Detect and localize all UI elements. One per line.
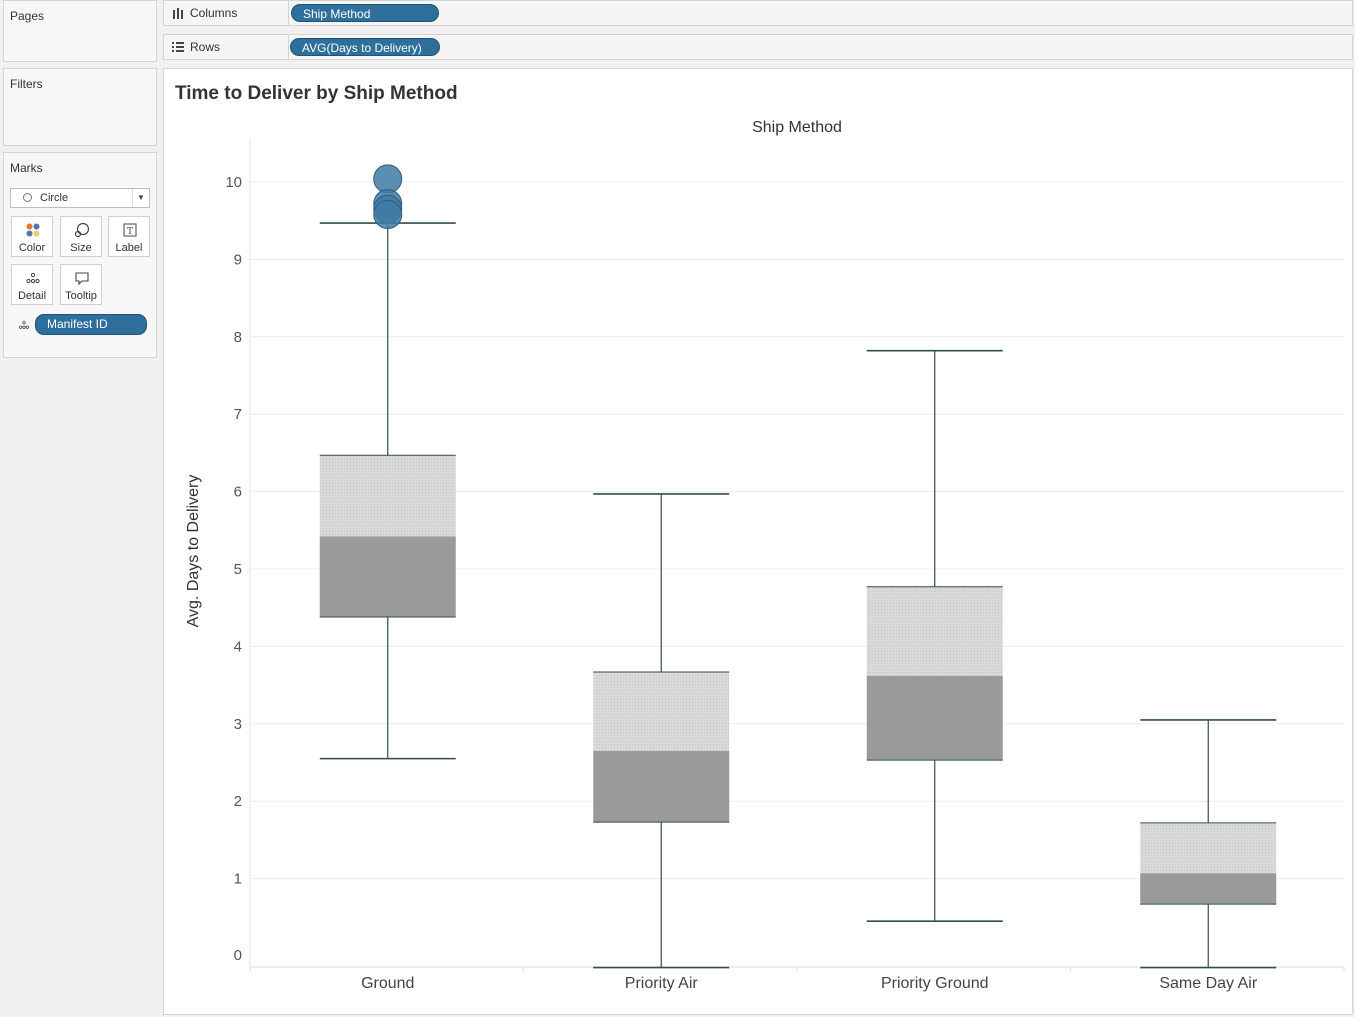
tooltip-button-label: Tooltip (65, 290, 97, 302)
filters-card[interactable]: Filters (3, 68, 157, 146)
color-button[interactable]: Color (11, 216, 53, 257)
detail-icon (26, 272, 40, 284)
column-header: Ship Method (752, 119, 842, 136)
y-tick-label: 3 (234, 716, 242, 733)
y-tick-label: 4 (234, 638, 242, 655)
outlier-point (373, 164, 403, 194)
box-upper-half (593, 671, 730, 751)
outlier-point (373, 200, 403, 230)
y-tick-label: 1 (234, 871, 242, 888)
tooltip-button[interactable]: Tooltip (60, 264, 102, 305)
columns-icon (173, 8, 183, 19)
pages-label: Pages (10, 9, 45, 23)
color-icon (26, 223, 40, 237)
visualization-pane: Time to Deliver by Ship Method 0 1 2 3 4 5 6 7 8… (163, 68, 1353, 1015)
size-button-label: Size (70, 242, 92, 254)
y-tick-label: 10 (225, 174, 242, 191)
text-label-icon: T (123, 223, 137, 237)
tooltip-icon (75, 272, 89, 286)
box-plot-chart: 0 1 2 3 4 5 6 7 8 9 10 Ship Method Avg. Days to Deli… (185, 119, 1345, 992)
x-category-label: Same Day Air (1159, 975, 1257, 992)
y-tick-label: 7 (234, 406, 242, 423)
svg-text:T: T (127, 227, 133, 237)
y-tick-label: 0 (234, 947, 242, 964)
detail-button[interactable]: Detail (11, 264, 53, 305)
box-lower-half (866, 675, 1003, 761)
pages-card[interactable]: Pages (3, 0, 157, 62)
marks-card: Marks Circle ▼ Color Size T Label Detail (3, 152, 157, 358)
rows-shelf-label: Rows (164, 35, 289, 59)
columns-shelf-label: Columns (164, 1, 289, 25)
chart-title: Time to Deliver by Ship Method (175, 83, 458, 104)
manifest-id-pill[interactable]: Manifest ID (35, 314, 147, 335)
chevron-down-icon: ▼ (132, 189, 149, 207)
columns-shelf[interactable]: Columns Ship Method (163, 0, 1353, 26)
mark-type-dropdown[interactable]: Circle ▼ (10, 188, 150, 208)
circle-icon (23, 193, 32, 202)
size-button[interactable]: Size (60, 216, 102, 257)
label-button[interactable]: T Label (108, 216, 150, 257)
x-category-label: Priority Air (625, 975, 699, 992)
y-tick-label: 5 (234, 561, 242, 578)
y-tick-label: 2 (234, 793, 242, 810)
avg-days-to-delivery-pill[interactable]: AVG(Days to Delivery) (290, 38, 440, 56)
columns-label: Columns (190, 6, 238, 20)
label-button-label: Label (115, 242, 143, 254)
box-lower-half (319, 536, 456, 617)
box-lower-half (1140, 873, 1277, 905)
box-upper-half (866, 586, 1003, 676)
rows-label: Rows (190, 40, 221, 54)
filters-label: Filters (10, 77, 43, 91)
detail-icon (19, 321, 29, 329)
box-upper-half (319, 455, 456, 537)
mark-type-value: Circle (40, 192, 69, 204)
marks-label: Marks (10, 161, 43, 175)
x-category-label: Ground (361, 975, 414, 992)
y-tick-label: 9 (234, 251, 242, 268)
y-axis-title: Avg. Days to Delivery (185, 475, 202, 628)
y-tick-label: 8 (234, 329, 242, 346)
color-button-label: Color (18, 242, 46, 254)
size-icon (74, 222, 90, 238)
rows-shelf[interactable]: Rows AVG(Days to Delivery) (163, 34, 1353, 60)
rows-icon (172, 42, 184, 52)
box-lower-half (593, 750, 730, 823)
y-tick-label: 6 (234, 484, 242, 501)
box-upper-half (1140, 822, 1277, 874)
x-category-label: Priority Ground (881, 975, 989, 992)
ship-method-pill[interactable]: Ship Method (291, 4, 439, 22)
detail-button-label: Detail (17, 290, 47, 302)
